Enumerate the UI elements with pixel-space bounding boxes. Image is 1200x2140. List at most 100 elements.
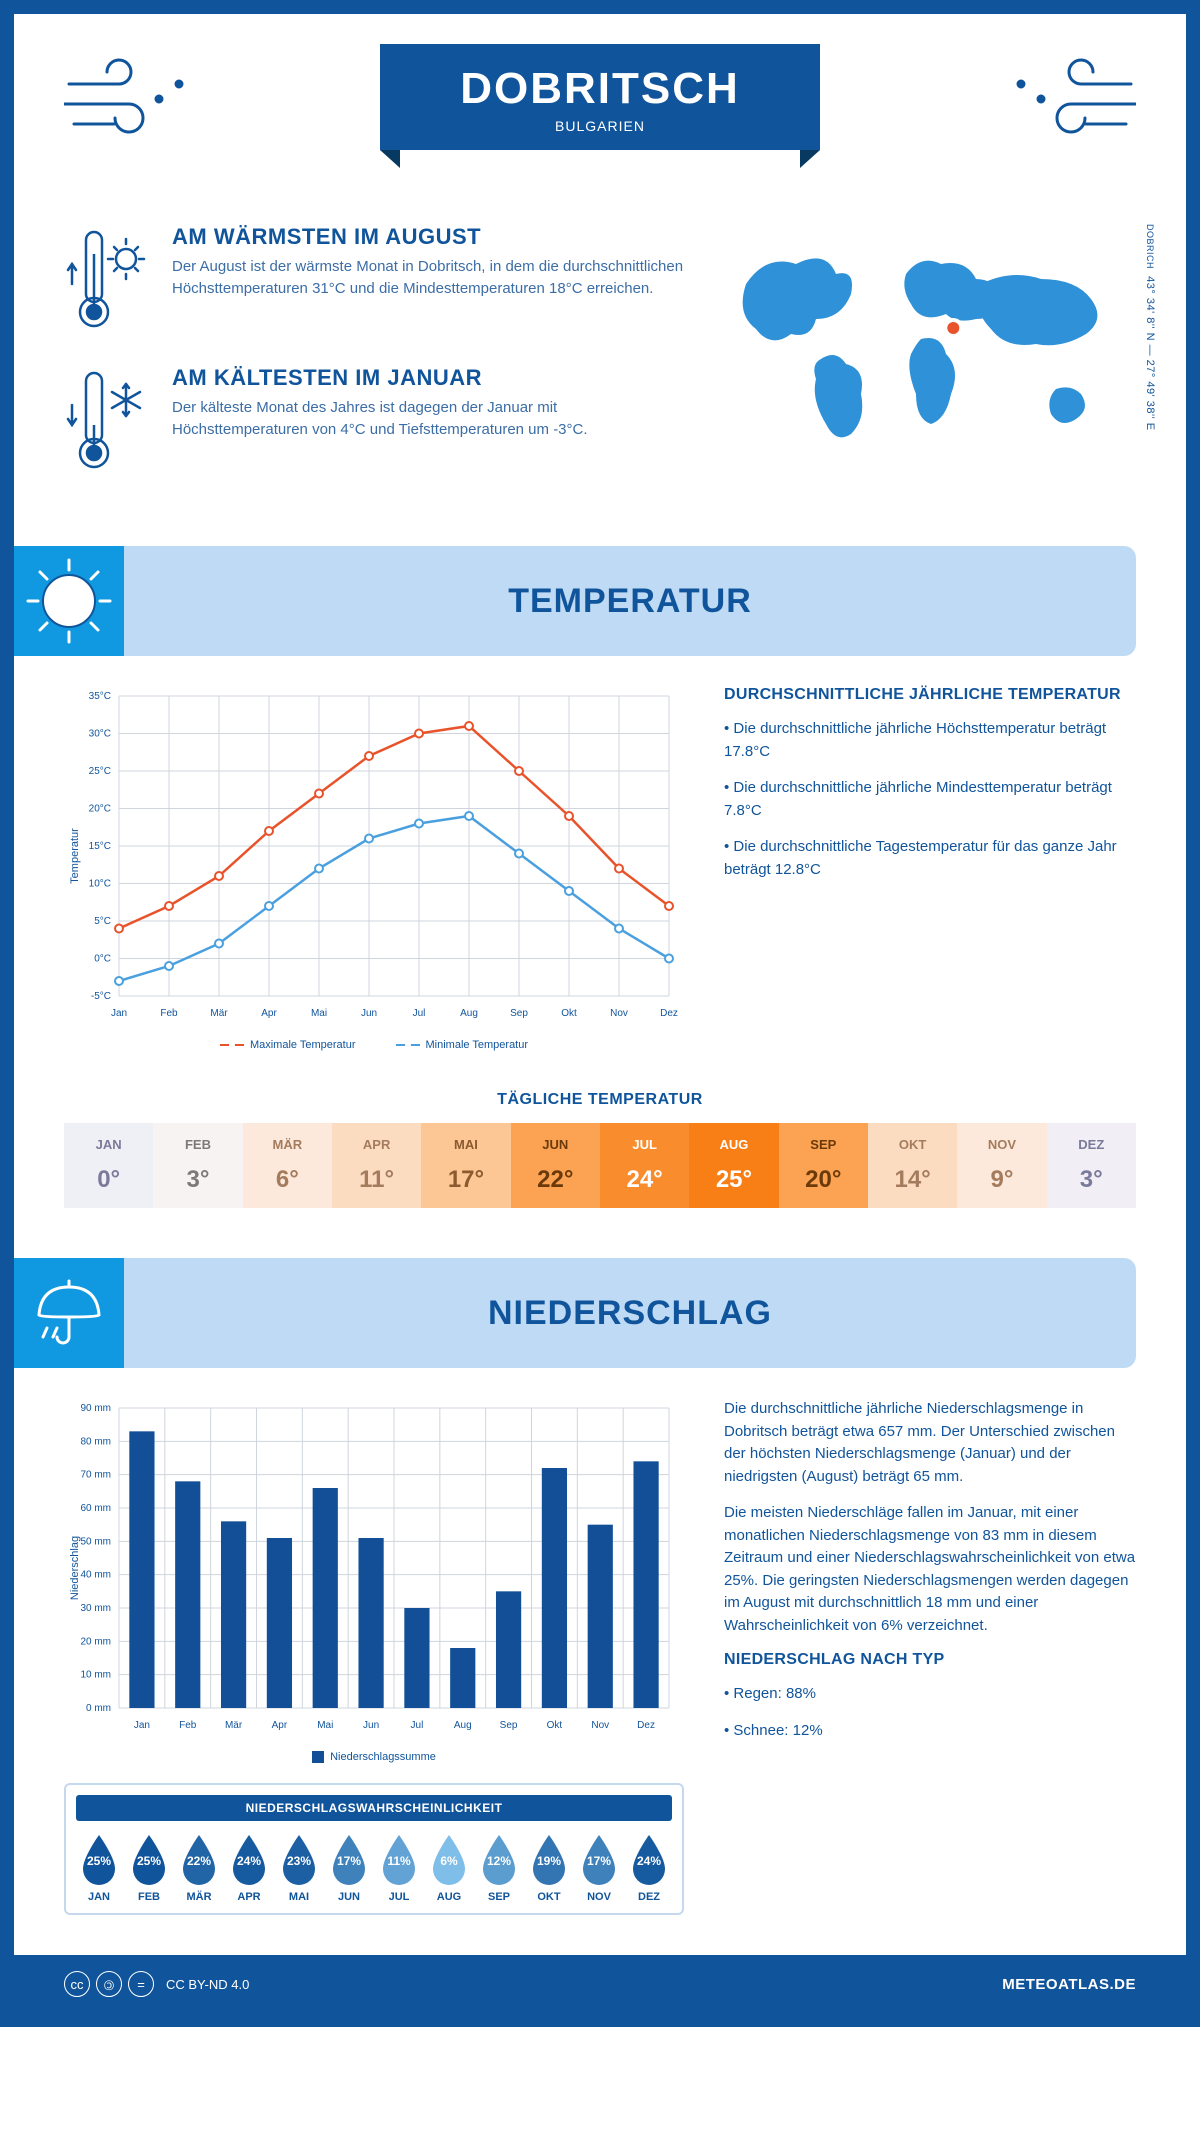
svg-text:80 mm: 80 mm [80,1436,111,1447]
coordinates: 43° 34' 8'' N — 27° 49' 38'' E [1144,276,1156,430]
svg-text:Jun: Jun [363,1720,379,1731]
precip-legend: Niederschlagssumme [64,1751,684,1763]
svg-text:50 mm: 50 mm [80,1536,111,1547]
daily-cell: JUL24° [600,1123,689,1208]
svg-text:Nov: Nov [610,1008,628,1019]
precip-prob-cell: 22%MÄR [176,1833,222,1903]
precip-prob-cell: 6%AUG [426,1833,472,1903]
svg-text:20°C: 20°C [89,804,111,815]
daily-cell: FEB3° [153,1123,242,1208]
svg-text:Dez: Dez [637,1720,655,1731]
svg-text:30°C: 30°C [89,729,111,740]
svg-text:90 mm: 90 mm [80,1403,111,1414]
svg-text:Niederschlag: Niederschlag [69,1536,81,1600]
thermometer-hot-icon [64,224,154,339]
svg-text:Apr: Apr [261,1008,277,1019]
umbrella-icon [14,1258,124,1368]
precip-prob-cell: 24%DEZ [626,1833,672,1903]
svg-text:Okt: Okt [561,1008,577,1019]
temperature-heading: TEMPERATUR [124,582,1136,621]
fact-warmest-text: Der August ist der wärmste Monat in Dobr… [172,256,686,300]
svg-text:60 mm: 60 mm [80,1503,111,1514]
precip-prob-cell: 19%OKT [526,1833,572,1903]
daily-cell: AUG25° [689,1123,778,1208]
precipitation-heading: NIEDERSCHLAG [124,1294,1136,1333]
license-text: CC BY-ND 4.0 [166,1977,249,1992]
country-name: BULGARIEN [380,118,820,134]
svg-text:0°C: 0°C [94,954,111,965]
svg-text:Jul: Jul [413,1008,426,1019]
svg-text:Jan: Jan [134,1720,150,1731]
precip-prob-cell: 25%FEB [126,1833,172,1903]
svg-text:30 mm: 30 mm [80,1603,111,1614]
precip-prob-cell: 11%JUL [376,1833,422,1903]
svg-text:25°C: 25°C [89,766,111,777]
precipitation-chart: 0 mm 10 mm 20 mm 30 mm 40 mm 50 mm 60 mm 70 mm 8… [64,1398,684,1915]
svg-text:Dez: Dez [660,1008,678,1019]
precip-probability-box: NIEDERSCHLAGSWAHRSCHEINLICHKEIT 25%JAN25… [64,1783,684,1915]
svg-text:-5°C: -5°C [91,991,111,1002]
svg-text:Temperatur: Temperatur [69,828,81,884]
site-name: METEOATLAS.DE [1002,1976,1136,1993]
daily-cell: JAN0° [64,1123,153,1208]
precip-prob-cell: 25%JAN [76,1833,122,1903]
sun-icon [14,546,124,656]
temperature-summary: DURCHSCHNITTLICHE JÄHRLICHE TEMPERATUR •… [724,686,1136,1051]
svg-text:Mai: Mai [317,1720,333,1731]
svg-text:40 mm: 40 mm [80,1570,111,1581]
svg-text:Feb: Feb [179,1720,197,1731]
license-icons: cc🄯= [64,1971,154,1997]
daily-cell: DEZ3° [1047,1123,1136,1208]
svg-text:5°C: 5°C [94,916,111,927]
location-name: DOBRICH [1145,224,1155,269]
svg-text:10°C: 10°C [89,879,111,890]
fact-warmest: AM WÄRMSTEN IM AUGUST Der August ist der… [64,224,686,339]
daily-temperature-table: JAN0°FEB3°MÄR6°APR11°MAI17°JUN22°JUL24°A… [64,1123,1136,1208]
svg-text:Aug: Aug [460,1008,478,1019]
fact-warmest-title: AM WÄRMSTEN IM AUGUST [172,224,686,250]
intro-row: AM WÄRMSTEN IM AUGUST Der August ist der… [64,224,1136,506]
precip-prob-cell: 24%APR [226,1833,272,1903]
wind-icon-left [64,54,194,149]
thermometer-cold-icon [64,365,154,480]
svg-text:35°C: 35°C [89,691,111,702]
daily-cell: NOV9° [957,1123,1046,1208]
section-precipitation: NIEDERSCHLAG [14,1258,1136,1368]
city-name: DOBRITSCH [380,64,820,114]
svg-text:Mär: Mär [225,1720,243,1731]
section-temperature: TEMPERATUR [14,546,1136,656]
daily-cell: MÄR6° [243,1123,332,1208]
fact-coldest-title: AM KÄLTESTEN IM JANUAR [172,365,686,391]
title-ribbon: DOBRITSCH BULGARIEN [380,44,820,150]
daily-cell: MAI17° [421,1123,510,1208]
svg-text:10 mm: 10 mm [80,1670,111,1681]
precip-prob-cell: 17%JUN [326,1833,372,1903]
svg-text:Jul: Jul [411,1720,424,1731]
svg-text:0 mm: 0 mm [86,1703,111,1714]
svg-text:Mai: Mai [311,1008,327,1019]
temp-legend: Maximale Temperatur Minimale Temperatur [64,1039,684,1051]
svg-text:Jun: Jun [361,1008,377,1019]
svg-text:20 mm: 20 mm [80,1636,111,1647]
svg-text:Okt: Okt [547,1720,563,1731]
daily-cell: APR11° [332,1123,421,1208]
svg-text:70 mm: 70 mm [80,1470,111,1481]
daily-temp-title: TÄGLICHE TEMPERATUR [64,1091,1136,1109]
precipitation-summary: Die durchschnittliche jährliche Niedersc… [724,1398,1136,1915]
svg-text:Sep: Sep [510,1008,528,1019]
svg-text:Sep: Sep [500,1720,518,1731]
svg-text:Nov: Nov [591,1720,609,1731]
footer: cc🄯= CC BY-ND 4.0 METEOATLAS.DE [14,1955,1186,2013]
precip-prob-cell: 23%MAI [276,1833,322,1903]
daily-cell: JUN22° [511,1123,600,1208]
svg-text:Mär: Mär [210,1008,228,1019]
temperature-chart: -5°C0°C5°C10°C15°C20°C25°C30°C35°CJanFeb… [64,686,684,1051]
fact-coldest-text: Der kälteste Monat des Jahres ist dagege… [172,397,686,441]
svg-text:Apr: Apr [272,1720,288,1731]
svg-text:Aug: Aug [454,1720,472,1731]
svg-text:Jan: Jan [111,1008,127,1019]
svg-text:15°C: 15°C [89,841,111,852]
header: DOBRITSCH BULGARIEN [64,44,1136,224]
world-map: DOBRICH 43° 34' 8'' N — 27° 49' 38'' E [716,224,1136,506]
fact-coldest: AM KÄLTESTEN IM JANUAR Der kälteste Mona… [64,365,686,480]
